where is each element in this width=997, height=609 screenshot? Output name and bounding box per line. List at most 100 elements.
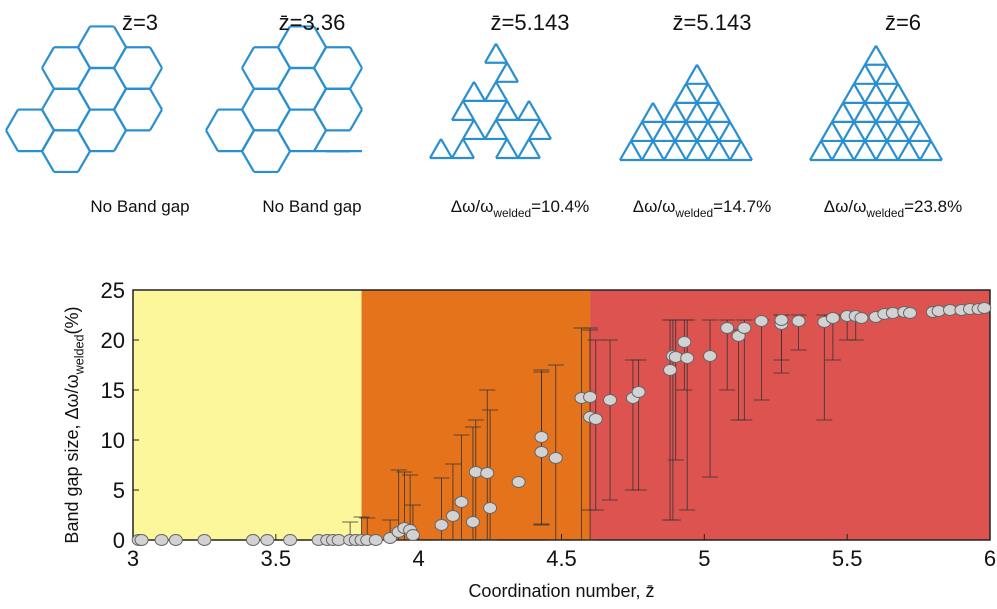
lattice-edge <box>865 46 876 65</box>
lattice-edge <box>730 122 741 141</box>
data-point <box>481 468 494 479</box>
lattice-edge <box>876 122 887 141</box>
lattice-edge <box>496 63 507 82</box>
lattice-edge <box>242 47 254 68</box>
lattice-edge <box>518 101 529 120</box>
lattice-edge <box>854 141 865 160</box>
lattice-edge <box>642 103 653 122</box>
y-tick-label: 25 <box>101 278 125 303</box>
lattice-edge <box>463 82 474 101</box>
text-part: No Band gap <box>262 197 361 216</box>
lattice-edge <box>150 89 162 110</box>
lattice-edge <box>898 141 909 160</box>
data-point <box>246 535 259 546</box>
region <box>133 290 362 540</box>
data-point <box>535 447 548 458</box>
data-point <box>589 414 602 425</box>
lattice-edge <box>114 130 126 151</box>
x-tick-label: 6 <box>984 546 996 571</box>
lattice-edge <box>675 103 686 122</box>
lattice-edge <box>821 141 832 160</box>
lattice-edge <box>42 110 54 131</box>
lattice-caption: Δω/ωwelded=10.4% <box>451 197 589 220</box>
lattice-edge <box>540 120 551 139</box>
x-axis-label: Coordination number, z̄ <box>468 581 654 601</box>
data-point <box>155 535 168 546</box>
lattice-edge <box>821 122 832 141</box>
data-point <box>681 353 694 364</box>
text-part: =10.4% <box>531 197 589 216</box>
lattice-edge <box>854 103 865 122</box>
x-tick-label: 5 <box>698 546 710 571</box>
lattice-caption: No Band gap <box>90 197 189 216</box>
lattice-edge <box>278 130 290 151</box>
lattice-edge <box>898 122 909 141</box>
lattice-edge <box>496 101 507 120</box>
lattice-edge <box>529 120 540 139</box>
lattice-edge <box>876 46 887 65</box>
y-tick-label: 10 <box>101 428 125 453</box>
data-point <box>512 477 525 488</box>
lattice-edge <box>865 65 876 84</box>
lattice-edge <box>114 89 126 110</box>
lattice-edge <box>697 65 708 84</box>
lattice-edge <box>242 110 254 131</box>
lattice-edge <box>887 122 898 141</box>
data-point <box>406 530 419 541</box>
text-part: Δω/ω <box>824 197 867 216</box>
lattice-edge <box>529 101 540 120</box>
lattice-edge <box>78 47 90 68</box>
lattice-edge <box>78 89 90 110</box>
lattice-edge <box>496 139 507 158</box>
lattice-edge <box>909 141 920 160</box>
lattice-edge <box>909 122 920 141</box>
data-point <box>549 453 562 464</box>
x-tick-label: 5.5 <box>832 546 863 571</box>
lattice-edge <box>42 130 54 151</box>
lattice-edge <box>452 139 463 158</box>
plot: 051015202533.544.555.56Coordination numb… <box>62 278 996 601</box>
lattice-edge <box>485 120 496 139</box>
lattice-edge <box>6 110 18 131</box>
lattice-edge <box>314 89 326 110</box>
lattice-edge <box>114 47 126 68</box>
lattice-edge <box>278 89 290 110</box>
data-point <box>169 535 182 546</box>
lattice-edge <box>452 101 463 120</box>
lattice-edge <box>507 101 518 120</box>
lattice-edge <box>843 122 854 141</box>
lattice-edge <box>78 110 90 131</box>
lattice-edge <box>430 139 441 158</box>
lattice-edge <box>463 139 474 158</box>
lattice-edge <box>653 103 664 122</box>
data-point <box>284 535 297 546</box>
lattice-edge <box>876 141 887 160</box>
lattice-edge <box>675 122 686 141</box>
lattice-edge <box>920 122 931 141</box>
data-point <box>721 323 734 334</box>
lattice-edge <box>832 141 843 160</box>
text-part: No Band gap <box>90 197 189 216</box>
lattice-edge <box>898 103 909 122</box>
lattice-edge <box>697 122 708 141</box>
data-point <box>435 520 448 531</box>
lattice-edge <box>653 141 664 160</box>
data-point <box>775 315 788 326</box>
data-point <box>792 316 805 327</box>
lattice-edge <box>686 122 697 141</box>
lattice-label: z̄=6 <box>885 10 921 35</box>
lattice-edge <box>876 103 887 122</box>
lattice-edge <box>854 122 865 141</box>
subscript: welded <box>674 206 713 220</box>
data-point <box>855 313 868 324</box>
x-tick-label: 4.5 <box>546 546 577 571</box>
lattice-edge <box>278 151 290 172</box>
lattice-edge <box>697 103 708 122</box>
data-point <box>446 511 459 522</box>
lattice-label: z̄=3 <box>122 10 158 35</box>
data-point <box>664 365 677 376</box>
lattice-edge <box>278 47 290 68</box>
subscript: welded <box>72 334 86 375</box>
text-part: Band gap size, Δω/ω <box>62 374 82 543</box>
lattice-edge <box>78 130 90 151</box>
